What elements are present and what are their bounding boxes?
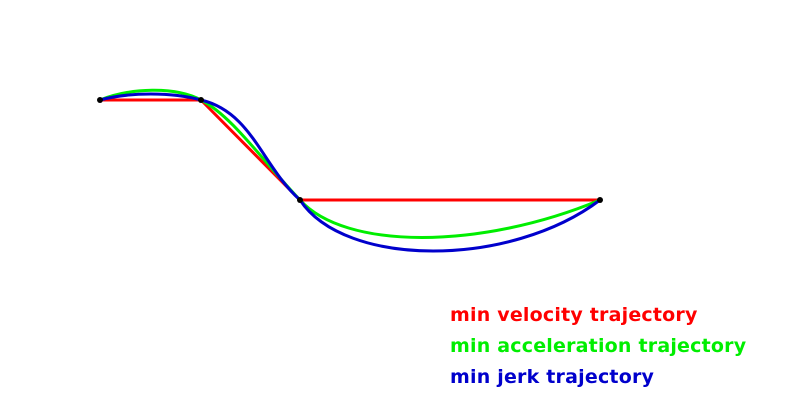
legend-min-acceleration: min acceleration trajectory bbox=[450, 335, 747, 357]
legend: min velocity trajectory min acceleration… bbox=[450, 300, 746, 393]
min-acceleration-trajectory-curve bbox=[99, 88, 601, 239]
waypoint-marker bbox=[198, 97, 204, 103]
legend-min-jerk: min jerk trajectory bbox=[450, 366, 655, 388]
waypoint-marker bbox=[297, 197, 303, 203]
waypoints bbox=[97, 97, 603, 203]
min-jerk-trajectory-curve bbox=[99, 92, 601, 253]
waypoint-marker bbox=[97, 97, 103, 103]
legend-min-velocity: min velocity trajectory bbox=[450, 304, 698, 326]
min-velocity-trajectory-line bbox=[100, 98, 600, 202]
waypoint-marker bbox=[597, 197, 603, 203]
